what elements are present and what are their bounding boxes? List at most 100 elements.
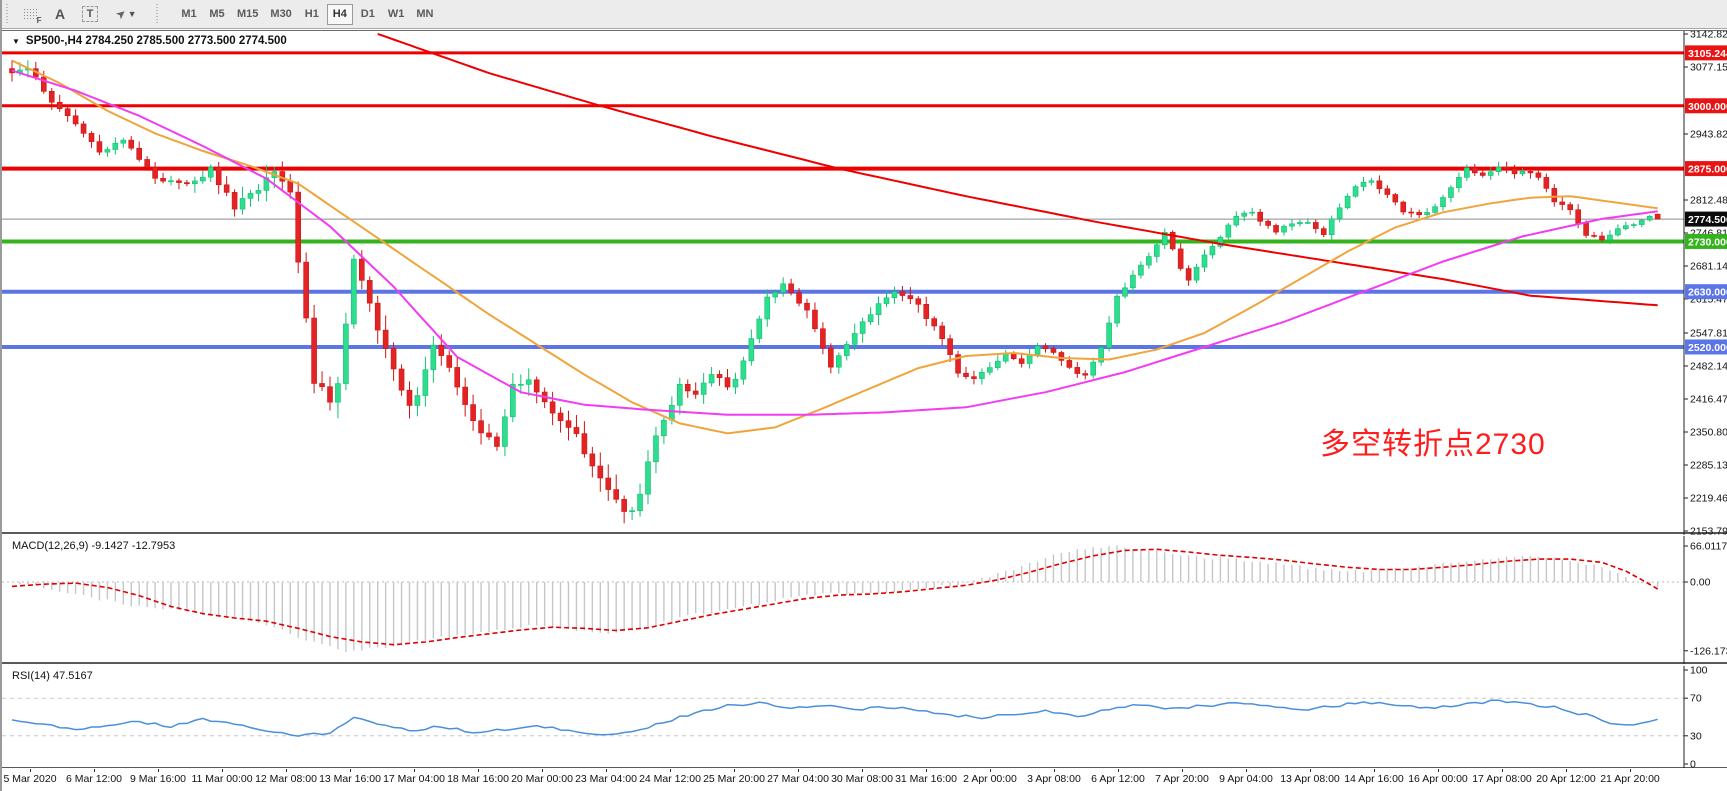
candle-body xyxy=(621,499,627,512)
candle-body xyxy=(1050,348,1057,353)
price-badge-value: 2630.000 xyxy=(1688,287,1727,299)
time-axis-label: 6 Mar 12:00 xyxy=(65,773,123,785)
ma-fast-line xyxy=(11,59,1658,435)
time-axis-label: 12 Mar 08:00 xyxy=(255,773,317,785)
toolbar-drag-handle[interactable] xyxy=(5,4,11,24)
symbol-ohlc-bar[interactable]: ▼ SP500-,H4 2784.250 2785.500 2773.500 2… xyxy=(12,35,287,47)
time-axis-label: 25 Mar 20:00 xyxy=(703,773,765,785)
text-box-tool-icon[interactable]: T xyxy=(78,3,102,25)
candle-body xyxy=(716,374,723,378)
rsi-pane[interactable]: 100 70 30 0 RSI(14) 47.5167 xyxy=(2,666,1727,768)
candle-body xyxy=(1090,361,1096,376)
candle-body xyxy=(1487,171,1494,176)
rsi-axis-label: 30 xyxy=(1690,730,1702,742)
candle-body xyxy=(931,318,938,327)
candles-layer xyxy=(9,60,1661,524)
candle-body xyxy=(327,386,333,403)
candle-body xyxy=(517,384,524,386)
text-label-tool-icon[interactable]: A xyxy=(48,3,72,25)
candle-body xyxy=(1503,166,1510,170)
candle-body xyxy=(796,292,802,304)
candle-body xyxy=(828,347,834,368)
candle-body xyxy=(1217,236,1224,247)
candle-body xyxy=(525,379,532,385)
candle-body xyxy=(1527,170,1534,174)
timeframe-m5-button[interactable]: M5 xyxy=(209,8,225,20)
cursor-tool-button[interactable]: ➤ ▼ xyxy=(108,3,144,25)
cursor-icon: ➤ xyxy=(112,5,129,23)
candle-body xyxy=(1336,207,1343,220)
candle-body xyxy=(1225,224,1232,238)
candle-body xyxy=(1472,167,1478,174)
time-axis-label: 9 Apr 04:00 xyxy=(1219,773,1273,785)
time-tick xyxy=(1182,769,1183,772)
time-axis-label: 14 Apr 16:00 xyxy=(1344,773,1404,785)
candle-body xyxy=(1344,195,1351,209)
timeframe-m15-button[interactable]: M15 xyxy=(237,8,259,20)
candle-body xyxy=(454,367,461,388)
timeframe-h4-button[interactable]: H4 xyxy=(326,3,353,25)
candle-body xyxy=(502,416,508,447)
candle-body xyxy=(1122,287,1128,297)
candle-body xyxy=(971,376,977,379)
time-tick xyxy=(1118,769,1119,772)
candle-body xyxy=(692,390,699,395)
grid-icon: F xyxy=(22,7,42,25)
grid-f-label: F xyxy=(36,15,42,25)
candle-body xyxy=(1654,213,1661,220)
candle-body xyxy=(422,369,429,396)
candle-body xyxy=(1583,222,1589,236)
candle-body xyxy=(1464,167,1470,178)
ma-mid-line xyxy=(11,69,1658,416)
symbol-dropdown-icon[interactable]: ▼ xyxy=(12,36,20,46)
timeframe-mn-button[interactable]: MN xyxy=(416,8,434,20)
time-axis-label: 13 Mar 16:00 xyxy=(319,773,381,785)
candle-body xyxy=(1185,268,1192,281)
candle-body xyxy=(319,383,325,388)
candle-body xyxy=(1456,177,1462,188)
candle-body xyxy=(597,465,604,479)
toolbar: F A T ➤ ▼ M1 M5 M15 M30 H1 H4 D1 W1 MN xyxy=(2,0,1727,29)
time-axis-label: 13 Apr 08:00 xyxy=(1280,773,1340,785)
main-chart-pane[interactable]: 3142.8203077.1502943.8202812.4802746.810… xyxy=(2,30,1727,535)
time-tick xyxy=(478,769,479,772)
candle-body xyxy=(1154,244,1160,257)
time-tick xyxy=(1630,769,1631,772)
candle-body xyxy=(1607,234,1613,241)
candle-body xyxy=(637,493,643,511)
candle-body xyxy=(875,303,882,316)
rsi-line xyxy=(11,699,1658,737)
price-badge xyxy=(1685,211,1727,227)
timeframe-m30-button[interactable]: M30 xyxy=(270,8,292,20)
macd-pane[interactable]: 66.0117 0.00 -126.173 MACD(12,26,9) -9.142… xyxy=(2,536,1727,664)
candle-body xyxy=(64,108,71,117)
candle-body xyxy=(1479,172,1486,176)
timeframe-h1-button[interactable]: H1 xyxy=(304,8,319,20)
toolbar-drag-handle[interactable] xyxy=(155,4,161,24)
candle-body xyxy=(533,379,540,393)
macd-axis-label: 0.00 xyxy=(1690,577,1711,589)
timeframe-m1-button[interactable]: M1 xyxy=(181,8,197,20)
time-axis[interactable]: 5 Mar 2020 6 Mar 12:00 9 Mar 16:00 11 Mar 0… xyxy=(2,769,1727,791)
candle-body xyxy=(311,317,317,384)
candle-body xyxy=(335,383,341,403)
candle-body xyxy=(343,323,349,384)
timeframe-w1-button[interactable]: W1 xyxy=(387,8,405,20)
price-axis-label: 3077.150 xyxy=(1690,62,1727,74)
candle-body xyxy=(1615,228,1621,236)
candle-body xyxy=(1575,209,1581,224)
grid-tool-icon[interactable]: F xyxy=(18,3,42,25)
candle-body xyxy=(1559,201,1566,205)
timeframe-d1-button[interactable]: D1 xyxy=(360,8,375,20)
candle-body xyxy=(947,338,953,355)
time-axis-label: 2 Apr 00:00 xyxy=(963,773,1017,785)
time-axis-label: 21 Apr 20:00 xyxy=(1600,773,1660,785)
candle-body xyxy=(128,139,135,149)
candle-body xyxy=(1543,177,1550,189)
candle-body xyxy=(192,180,198,185)
candle-body xyxy=(581,433,588,455)
time-axis-label: 5 Mar 2020 xyxy=(3,773,57,785)
candle-body xyxy=(1289,223,1295,227)
candle-body xyxy=(303,261,309,319)
